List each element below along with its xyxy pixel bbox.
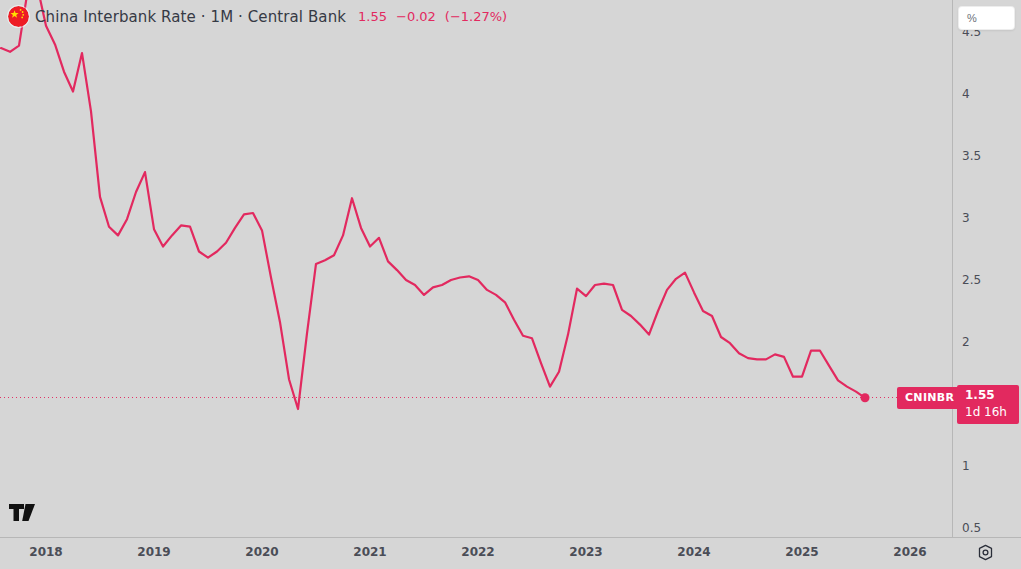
legend: China Interbank Rate · 1M · Central Bank… xyxy=(8,6,507,27)
symbol-title[interactable]: China Interbank Rate · 1M · Central Bank xyxy=(35,8,346,26)
chart-canvas[interactable] xyxy=(0,0,1021,569)
price-line-series xyxy=(1,0,865,409)
last-value: 1.55 xyxy=(358,9,387,24)
time-axis-tick: 2022 xyxy=(461,545,494,559)
last-price-dotted-line xyxy=(0,397,952,398)
time-axis-tick: 2024 xyxy=(677,545,710,559)
unit-toggle-button[interactable]: % xyxy=(958,6,1015,30)
chart-widget: China Interbank Rate · 1M · Central Bank… xyxy=(0,0,1021,569)
time-axis-tick: 2019 xyxy=(137,545,170,559)
quote-values: 1.55 −0.02 (−1.27%) xyxy=(358,9,507,24)
time-axis[interactable]: 2018 2019 2020 2021 2022 2023 2024 2025 2026 xyxy=(0,537,1021,569)
price-axis-tick: 3 xyxy=(962,210,970,226)
price-axis[interactable]: % 4.543.532.5210.5 1.55 1d 16h xyxy=(952,0,1021,537)
price-axis-tick: 2 xyxy=(962,334,970,350)
price-axis-tick: 0.5 xyxy=(962,520,981,536)
time-axis-tick: 2026 xyxy=(893,545,926,559)
change-percent: (−1.27%) xyxy=(445,9,507,24)
bar-countdown: 1d 16h xyxy=(965,404,1019,421)
price-axis-tick: 2.5 xyxy=(962,272,981,288)
last-price-value: 1.55 xyxy=(965,387,1019,404)
gear-icon[interactable] xyxy=(976,544,994,562)
time-axis-tick: 2020 xyxy=(245,545,278,559)
last-price-label: 1.55 1d 16h xyxy=(957,385,1019,424)
price-axis-tick: 1 xyxy=(962,458,970,474)
time-axis-tick: 2025 xyxy=(785,545,818,559)
time-axis-tick: 2023 xyxy=(569,545,602,559)
tradingview-logo[interactable] xyxy=(8,502,38,527)
china-flag-icon xyxy=(8,6,29,27)
symbol-price-tag: CNINBR xyxy=(897,387,962,409)
time-axis-tick: 2018 xyxy=(29,545,62,559)
change-value: −0.02 xyxy=(396,9,436,24)
price-axis-tick: 3.5 xyxy=(962,148,981,164)
price-axis-tick: 4 xyxy=(962,86,970,102)
time-axis-tick: 2021 xyxy=(353,545,386,559)
